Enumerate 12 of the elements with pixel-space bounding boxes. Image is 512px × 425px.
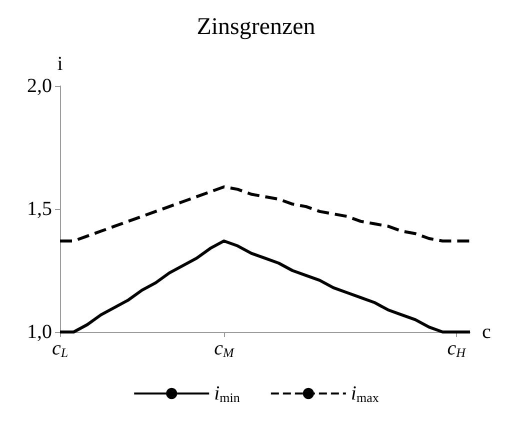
y-tick-label: 1,0 xyxy=(27,321,52,343)
chart-title: Zinsgrenzen xyxy=(196,14,316,40)
x-axis-title: c xyxy=(482,321,491,343)
y-tick-label: 2,0 xyxy=(27,75,52,97)
legend-label: imin xyxy=(214,382,240,405)
x-tick-label: cH xyxy=(447,338,466,360)
y-tick-label: 1,5 xyxy=(27,198,52,220)
line-series xyxy=(58,185,472,242)
y-axis-title: i xyxy=(57,53,64,75)
x-tick-label: cM xyxy=(214,338,236,360)
x-tick-label: cL xyxy=(52,338,68,360)
legend-label: imax xyxy=(350,382,380,405)
